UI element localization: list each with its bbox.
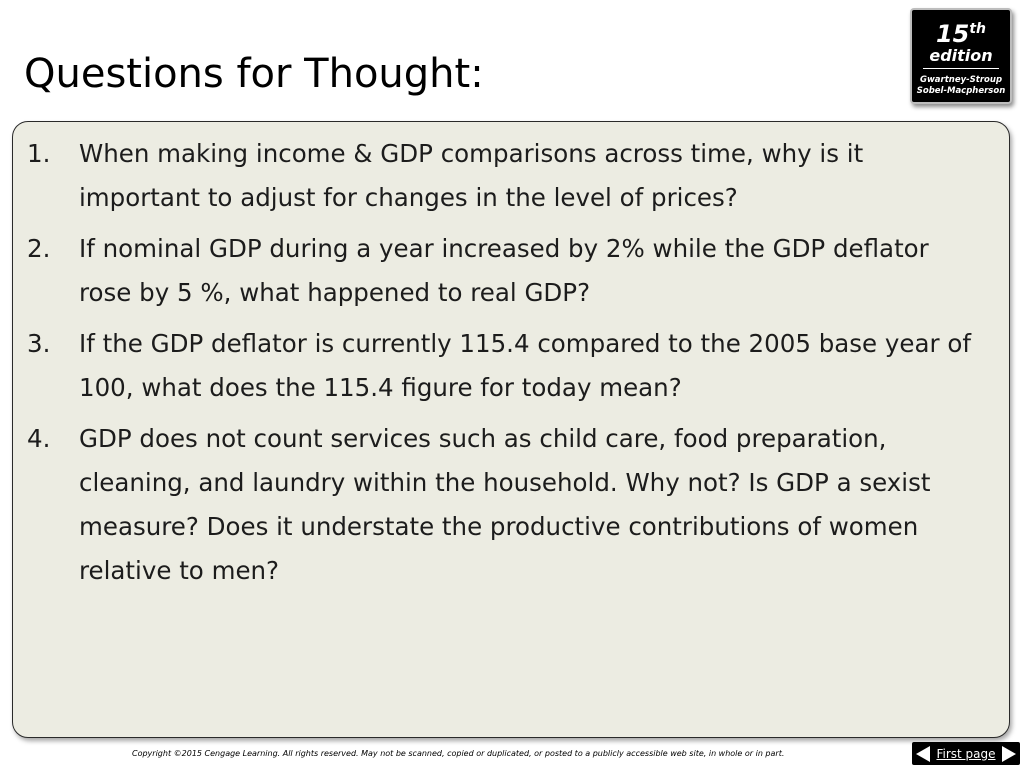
question-item-4: 4. GDP does not count services such as c… (27, 417, 987, 593)
question-item-1: 1. When making income & GDP comparisons … (27, 132, 987, 220)
question-list: 1. When making income & GDP comparisons … (27, 132, 987, 600)
question-item-3: 3. If the GDP deflator is currently 115.… (27, 322, 987, 410)
question-text: When making income & GDP comparisons acr… (79, 139, 864, 212)
question-text: GDP does not count services such as chil… (79, 424, 931, 585)
question-text: If the GDP deflator is currently 115.4 c… (79, 329, 971, 402)
arrow-right-icon[interactable] (1001, 745, 1016, 762)
question-number: 1. (27, 139, 51, 168)
slide-title: Questions for Thought: (24, 51, 484, 97)
footer-copyright: Copyright ©2015 Cengage Learning. All ri… (132, 749, 785, 758)
question-text: If nominal GDP during a year increased b… (79, 234, 929, 307)
questions-panel: 1. When making income & GDP comparisons … (12, 121, 1010, 738)
question-number: 3. (27, 329, 51, 358)
edition-badge: 15th edition Gwartney-Stroup Sobel-Macph… (910, 8, 1012, 104)
first-page-button[interactable]: First page (912, 742, 1020, 765)
question-item-2: 2. If nominal GDP during a year increase… (27, 227, 987, 315)
first-page-link[interactable]: First page (936, 746, 996, 761)
badge-authors-line1: Gwartney-Stroup (919, 75, 1003, 85)
badge-edition-label: edition (923, 47, 999, 69)
question-number: 4. (27, 424, 51, 453)
arrow-left-icon[interactable] (916, 745, 930, 762)
question-number: 2. (27, 234, 51, 263)
badge-edition-number: 15th (935, 20, 987, 48)
badge-edition-suffix: th (969, 21, 987, 37)
badge-authors: Gwartney-Stroup Sobel-Macpherson (912, 75, 1010, 97)
badge-authors-line2: Sobel-Macpherson (916, 86, 1006, 96)
